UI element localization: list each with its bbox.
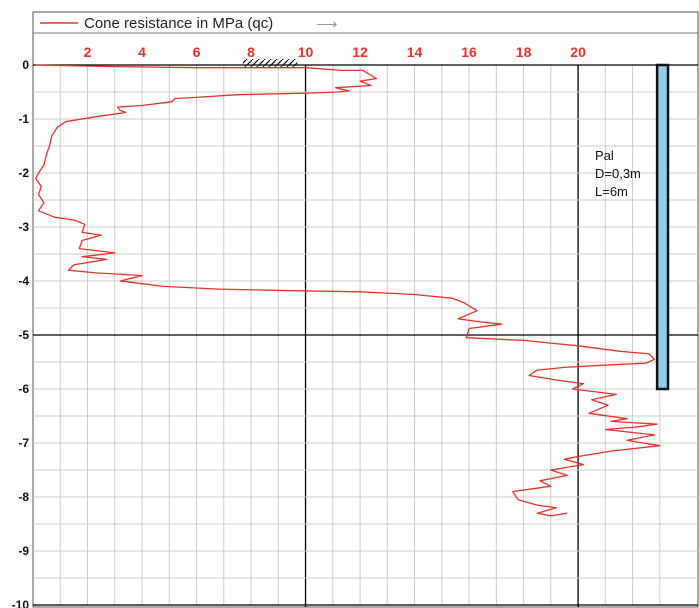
y-tick-label-9: -9: [18, 544, 29, 558]
grid: [33, 64, 698, 607]
x-tick-label-2: 2: [84, 44, 92, 60]
y-tick-label-1: -1: [18, 112, 29, 126]
legend: Cone resistance in MPa (qc) ⟶: [40, 15, 338, 33]
x-tick-label-16: 16: [461, 44, 477, 60]
x-tick-label-20: 20: [570, 44, 586, 60]
chart-frame: [32, 11, 699, 608]
x-tick-label-6: 6: [193, 44, 201, 60]
x-tick-label-12: 12: [352, 44, 368, 60]
x-tick-label-8: 8: [247, 44, 255, 60]
y-tick-label-5: -5: [18, 328, 29, 342]
y-tick-label-10: -10: [12, 598, 30, 608]
annotations: Pal D=0,3m L=6m: [242, 59, 670, 391]
x-tick-label-4: 4: [138, 44, 146, 60]
pile-label-name: Pal: [595, 148, 614, 163]
y-tick-label-8: -8: [18, 490, 29, 504]
pile: [655, 63, 670, 391]
legend-arrow: ⟶: [316, 16, 338, 33]
y-tick-label-6: -6: [18, 382, 29, 396]
hatched-zone: [242, 59, 298, 68]
y-tick-label-4: -4: [18, 274, 29, 288]
x-axis-ticks: 2 4 6 8 10 12 14 16 18 20: [84, 44, 586, 60]
x-tick-label-18: 18: [516, 44, 532, 60]
pile-label-length: L=6m: [595, 184, 628, 199]
series-line-cone-resistance: [35, 64, 661, 517]
y-tick-label-3: -3: [18, 220, 29, 234]
y-axis-ticks: 0 -1 -2 -3 -4 -5 -6 -7 -8 -9 -10: [12, 58, 30, 608]
y-tick-label-2: -2: [18, 166, 29, 180]
y-tick-label-0: 0: [22, 58, 29, 72]
x-tick-label-10: 10: [298, 44, 314, 60]
y-tick-label-7: -7: [18, 436, 29, 450]
legend-label: Cone resistance in MPa (qc): [84, 15, 273, 32]
x-tick-label-14: 14: [407, 44, 423, 60]
pile-label-diameter: D=0,3m: [595, 166, 641, 181]
